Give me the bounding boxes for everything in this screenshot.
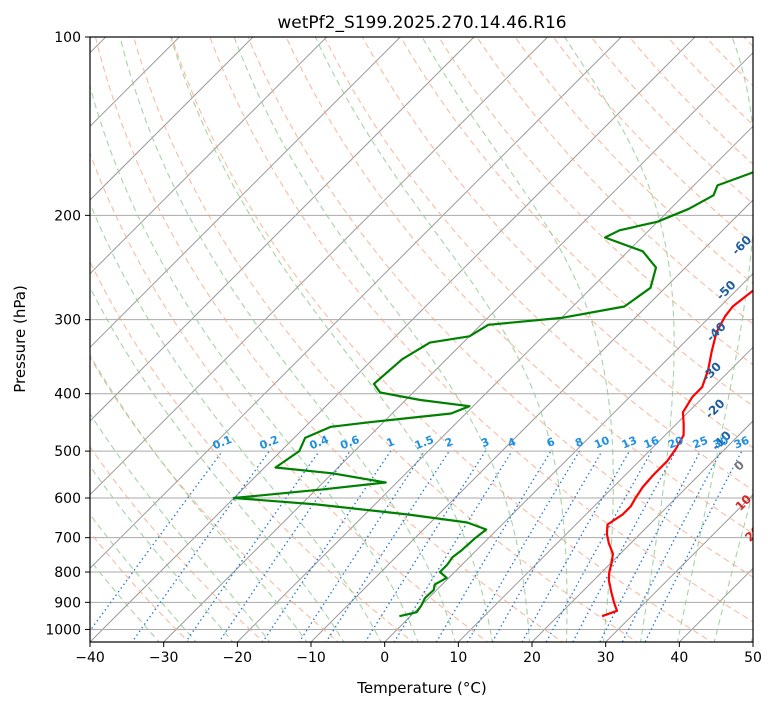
- grid-layer: [0, 10, 775, 654]
- moist-adiabat-label: 0: [731, 458, 747, 474]
- dry-adiabat-label: -30: [699, 359, 724, 384]
- moist-adiabat-line: [309, 24, 567, 645]
- dry-adiabat-line: [168, 24, 716, 645]
- mixing-ratio-line: [461, 451, 580, 654]
- mixing-ratio-line: [178, 451, 320, 654]
- mixing-ratio-line: [255, 451, 391, 654]
- plot-frame: [90, 37, 753, 642]
- mixing-ratio-label: 6: [545, 435, 557, 450]
- y-axis-label: Pressure (hPa): [11, 285, 29, 393]
- mixing-ratio-label: 0.6: [338, 433, 361, 452]
- dry-adiabat-label: -50: [713, 278, 738, 303]
- mixing-ratio-label: 1.5: [413, 433, 436, 452]
- moist-adiabat-line: [751, 24, 775, 645]
- mixing-ratio-line: [430, 451, 551, 654]
- dry-adiabat-line: [205, 24, 775, 645]
- isotherm-line: [78, 10, 722, 654]
- isotherm-line: [0, 10, 501, 654]
- dry-adiabat-label: -80: [767, 138, 775, 163]
- mixing-ratio-line: [124, 451, 270, 654]
- dry-adiabat-line: [543, 24, 775, 645]
- mixing-ratio-line: [540, 451, 652, 654]
- mixing-ratio-label: 25: [691, 434, 710, 452]
- mixing-ratio-label: 3: [479, 435, 491, 450]
- y-tick-label: 100: [54, 30, 81, 46]
- dry-adiabat-line: [55, 24, 491, 645]
- dry-adiabat-line: [0, 24, 266, 645]
- mixing-ratio-label: 0.1: [211, 433, 234, 452]
- mixing-ratio-label: 13: [620, 434, 639, 452]
- moist-adiabat-line: [556, 24, 674, 645]
- mixing-ratio-line: [617, 451, 722, 654]
- dry-adiabat-label: -20: [702, 396, 727, 421]
- x-tick-label: −30: [149, 650, 179, 666]
- mixing-ratio-label: 36: [732, 434, 751, 452]
- mixing-ratio-label: 1: [385, 435, 397, 450]
- isotherm-line: [0, 10, 206, 654]
- y-tick-label: 500: [54, 444, 81, 460]
- isotherm-line: [299, 10, 775, 654]
- y-tick-label: 200: [54, 208, 81, 224]
- moist-adiabat-line: [0, 24, 309, 645]
- mixing-ratio-label: 2: [443, 435, 455, 450]
- x-axis-label: Temperature (°C): [356, 679, 486, 697]
- mixing-ratio-label: 16: [642, 434, 661, 452]
- mixing-ratio-line: [486, 451, 602, 654]
- moist-adiabat-label: 10: [733, 492, 755, 514]
- y-tick-label: 1000: [45, 622, 81, 638]
- y-tick-label: 800: [54, 565, 81, 581]
- dry-adiabat-line: [280, 24, 775, 645]
- y-tick-label: 300: [54, 313, 81, 329]
- x-tick-label: −40: [75, 650, 105, 666]
- moist-adiabat-label: 30: [751, 553, 773, 575]
- isotherm-line: [520, 10, 775, 654]
- isotherm-line: [0, 10, 354, 654]
- dry-adiabat-label: -40: [704, 319, 729, 344]
- dry-adiabat-line: [468, 24, 775, 645]
- isotherm-line: [741, 10, 775, 654]
- x-tick-label: 0: [380, 650, 389, 666]
- x-tick-label: 30: [597, 650, 615, 666]
- x-tick-label: 20: [523, 650, 541, 666]
- dry-adiabat-line: [130, 24, 641, 645]
- y-tick-label: 400: [54, 387, 81, 403]
- mixing-ratio-line: [73, 451, 222, 654]
- moist-adiabat-line: [0, 24, 272, 645]
- isotherm-line: [0, 10, 280, 654]
- moist-adiabat-line: [0, 24, 235, 645]
- y-tick-label: 600: [54, 491, 81, 507]
- y-tick-label: 900: [54, 595, 81, 611]
- moist-adiabat-line: [41, 24, 382, 645]
- moist-adiabat-line: [415, 24, 614, 645]
- dry-adiabat-label: -70: [751, 181, 775, 206]
- chart-title: wetPf2_S199.2025.270.14.46.R16: [277, 13, 566, 33]
- y-tick-label: 700: [54, 531, 81, 547]
- moist-adiabat-line: [11, 24, 345, 645]
- dry-adiabat-line: [506, 24, 775, 645]
- x-tick-label: −10: [296, 650, 326, 666]
- moist-adiabat-label: 40: [767, 579, 775, 601]
- data-layer: [234, 37, 775, 616]
- dry-adiabat-label: -60: [729, 233, 754, 258]
- mixing-ratio-label: 10: [592, 434, 611, 452]
- moist-adiabat-line: [229, 24, 529, 645]
- dry-adiabat-line: [581, 24, 775, 645]
- x-tick-label: 40: [670, 650, 688, 666]
- dewpoint-profile-line: [234, 37, 775, 616]
- x-tick-label: −20: [223, 650, 253, 666]
- x-tick-label: 10: [449, 650, 467, 666]
- mixing-ratio-line: [292, 451, 425, 654]
- x-tick-label: 50: [744, 650, 762, 666]
- isotherm-line: [0, 10, 59, 654]
- dry-adiabat-line: [17, 24, 416, 645]
- dry-adiabat-line: [0, 24, 341, 645]
- dry-adiabat-line: [769, 24, 775, 645]
